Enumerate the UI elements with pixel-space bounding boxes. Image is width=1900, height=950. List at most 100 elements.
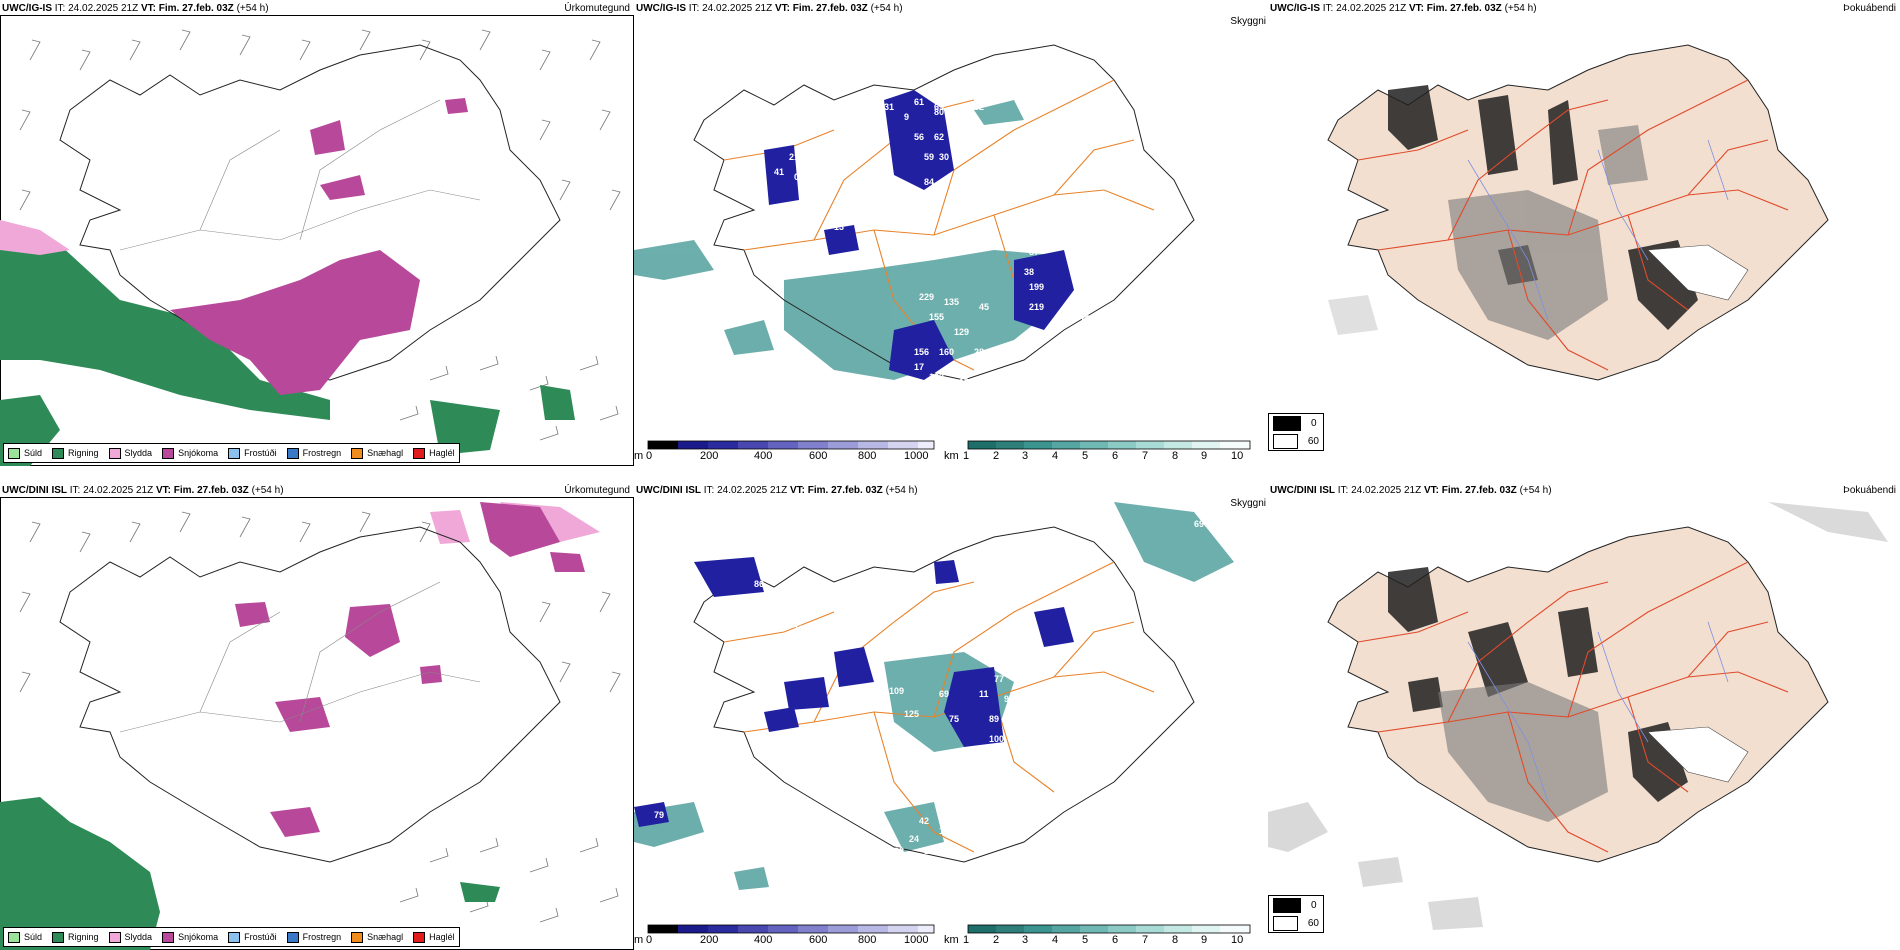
- legend-label: Slydda: [124, 448, 153, 458]
- cloud-title: Skyggni: [1230, 16, 1266, 27]
- cloud-base-value: 125: [904, 709, 919, 719]
- precip-panel-top: UWC/IG-IS IT: 24.02.2025 21Z VT: Fim. 27…: [0, 0, 634, 466]
- legend-label: Slydda: [124, 932, 153, 942]
- iceland-outline: [59, 44, 561, 381]
- visibility-tick: 2: [993, 450, 1000, 462]
- fog-swatch-light: [1273, 433, 1298, 449]
- glacier-white: [1647, 726, 1749, 783]
- cloud-base-tick: 0: [646, 934, 653, 946]
- precip-header: UWC/IG-IS IT: 24.02.2025 21Z VT: Fim. 27…: [2, 3, 269, 14]
- legend-swatch: [162, 447, 175, 459]
- vt-label: VT:: [155, 485, 171, 496]
- cloud-base-value: 16: [1014, 232, 1024, 242]
- roads: [1357, 79, 1789, 371]
- cloud-base-value: 229: [919, 292, 934, 302]
- legend-label: Frostúði: [244, 932, 277, 942]
- fog-legend-label: 60: [1307, 435, 1319, 447]
- visibility-tick: 6: [1112, 934, 1119, 946]
- precip-map-top: [0, 29, 621, 466]
- cloud-base-colorbar: [647, 924, 935, 934]
- visibility-tick: 8: [1172, 450, 1179, 462]
- legend-swatch: [52, 931, 65, 943]
- legend-item: Súld: [8, 931, 42, 943]
- legend-swatch: [228, 447, 241, 459]
- legend-item: Rigning: [52, 931, 99, 943]
- cloud-base-areas: [764, 90, 1074, 380]
- legend-swatch: [413, 447, 426, 459]
- cloud-base-value: 30: [939, 152, 949, 162]
- rivers: [1467, 139, 1729, 321]
- it-value: 24.02.2025 21Z: [717, 485, 788, 496]
- iceland-land: [1327, 526, 1829, 863]
- cloud-base-value: 199: [1029, 282, 1044, 292]
- rain-areas: [0, 797, 500, 950]
- offshore-fog: [1268, 502, 1888, 930]
- legend-item: Rigning: [52, 447, 99, 459]
- visibility-tick: 5: [1082, 450, 1089, 462]
- precip-legend: Súld Rigning Slydda Snjókoma Frostúði Fr…: [3, 443, 460, 463]
- vt-value: Fim. 27.feb. 03Z: [1426, 3, 1502, 14]
- it-label: IT:: [1337, 485, 1349, 496]
- cloud-base-value: 84: [924, 177, 934, 187]
- vt-label: VT:: [774, 3, 790, 14]
- precip-title: Úrkomutegund: [564, 485, 630, 496]
- cloud-base-value: 79: [654, 810, 664, 820]
- visibility-tick: 8: [1172, 934, 1179, 946]
- vt-value: Fim. 27.feb. 03Z: [158, 3, 234, 14]
- precip-header: UWC/DINI ISL IT: 24.02.2025 21Z VT: Fim.…: [2, 485, 284, 496]
- cloud-base-value: 45: [979, 302, 989, 312]
- precip-panel-bottom: UWC/DINI ISL IT: 24.02.2025 21Z VT: Fim.…: [0, 482, 634, 950]
- cloud-base-value: 156: [924, 846, 939, 856]
- legend-swatch: [228, 931, 241, 943]
- cloud-base-value: 110: [794, 584, 809, 594]
- legend-item: Súld: [8, 447, 43, 459]
- cloud-title: Skyggni: [1230, 498, 1266, 509]
- fog-grey-areas: [1448, 125, 1648, 340]
- legend-item: Frostúði: [228, 447, 277, 459]
- vt-label: VT:: [1408, 3, 1424, 14]
- cloud-base-value: 24: [909, 834, 919, 844]
- legend-item: Haglél: [413, 447, 455, 459]
- cloud-base-value: 135: [944, 297, 959, 307]
- iceland-outline: [693, 44, 1195, 381]
- fog-legend: 0 60: [1268, 413, 1324, 451]
- precip-map-bottom: [0, 502, 621, 950]
- it-label: IT:: [703, 485, 715, 496]
- legend-label: Snæhagl: [367, 932, 404, 942]
- cloud-base-value: 104: [739, 599, 754, 609]
- legend-swatch: [52, 447, 65, 459]
- cloud-base-value: 32: [974, 102, 984, 112]
- cloud-base-value: 9: [904, 112, 909, 122]
- model-name: UWC/IG-IS: [636, 3, 686, 14]
- it-label: IT:: [69, 485, 81, 496]
- visibility-tick: 3: [1022, 934, 1029, 946]
- visibility-tick: 5: [1082, 934, 1089, 946]
- legend-label: Súld: [24, 448, 43, 458]
- vt-value: Fim. 27.feb. 03Z: [807, 485, 883, 496]
- legend-item: Snjókoma: [162, 447, 219, 459]
- visibility-tick: 4: [1052, 934, 1059, 946]
- model-name: UWC/IG-IS: [2, 3, 52, 14]
- legend-item: Slydda: [108, 447, 153, 459]
- visibility-tick: 6: [1112, 450, 1119, 462]
- cloud-base-value: 133: [929, 372, 944, 382]
- legend-swatch: [108, 447, 121, 459]
- legend-item: Frostregn: [286, 447, 341, 459]
- fog-panel-bottom: Þokuábendi UWC/DINI ISL IT: 24.02.2025 2…: [1268, 482, 1900, 950]
- cloud-base-value: 100: [989, 734, 1004, 744]
- visibility-tick: 4: [1052, 450, 1059, 462]
- fog-legend-row: 0: [1269, 896, 1323, 914]
- legend-label: Frostregn: [302, 932, 342, 942]
- model-name: UWC/DINI ISL: [636, 485, 701, 496]
- iceland-outline: [693, 526, 1195, 863]
- legend-swatch: [351, 931, 364, 943]
- visibility-tick: 9: [1201, 450, 1208, 462]
- lead-time: (+54 h): [870, 3, 903, 14]
- visibility-tick: 1: [963, 450, 970, 462]
- cloud-base-value: 48: [1079, 312, 1089, 322]
- legend-label: Snjókoma: [178, 448, 219, 458]
- visibility-tick: 10: [1231, 934, 1244, 946]
- visibility-unit: km: [944, 934, 959, 946]
- cloud-base-value: 62: [934, 132, 944, 142]
- cloud-base-value: 60: [994, 167, 1004, 177]
